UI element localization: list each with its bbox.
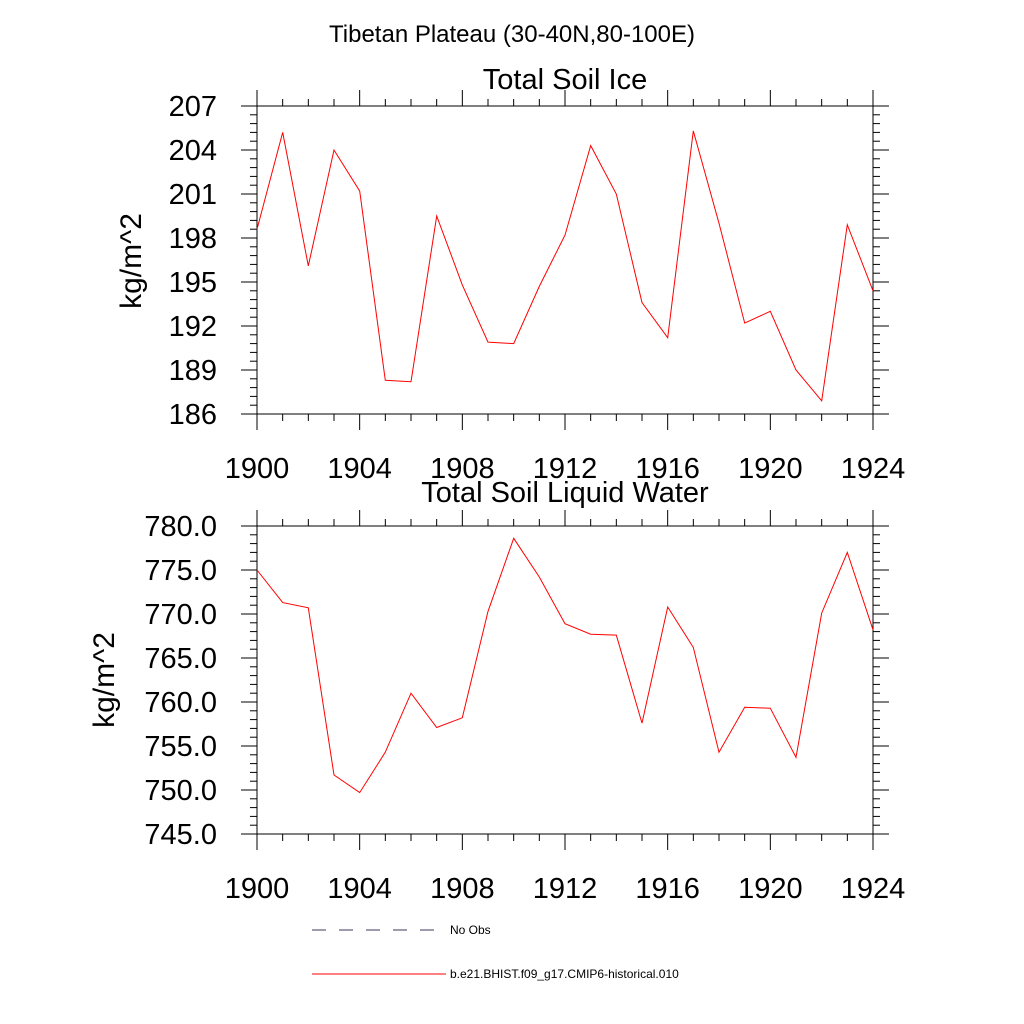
- plot-frame: [256, 525, 874, 835]
- x-tick-label: 1916: [635, 873, 700, 905]
- x-tick-label: 1908: [430, 873, 495, 905]
- y-tick-label: 755.0: [144, 731, 217, 763]
- x-tick-label: 1920: [738, 453, 803, 485]
- x-tick-label: 1924: [841, 873, 906, 905]
- y-tick-label: 775.0: [144, 555, 217, 587]
- y-axis-label: kg/m^2: [115, 213, 148, 309]
- x-tick-label: 1908: [430, 453, 495, 485]
- y-tick-label: 770.0: [144, 599, 217, 631]
- y-axis-label: kg/m^2: [88, 632, 121, 728]
- series-line: [256, 130, 874, 402]
- plot-frame: [256, 105, 874, 415]
- x-tick-label: 1924: [841, 453, 906, 485]
- x-tick-label: 1912: [533, 453, 598, 485]
- y-tick-label: 780.0: [144, 511, 217, 543]
- y-tick-label: 204: [169, 135, 217, 167]
- y-tick-label: 750.0: [144, 775, 217, 807]
- x-tick-label: 1900: [225, 453, 290, 485]
- y-tick-label: 760.0: [144, 687, 217, 719]
- y-tick-label: 745.0: [144, 819, 217, 851]
- y-tick-label: 198: [169, 223, 217, 255]
- x-tick-label: 1912: [533, 873, 598, 905]
- y-tick-label: 186: [169, 399, 217, 431]
- y-tick-label: 195: [169, 267, 217, 299]
- y-tick-label: 765.0: [144, 643, 217, 675]
- y-tick-label: 189: [169, 355, 217, 387]
- x-tick-label: 1900: [225, 873, 290, 905]
- legend: No Obs b.e21.BHIST.f09_g17.CMIP6-histori…: [312, 923, 679, 981]
- y-tick-label: 201: [169, 179, 217, 211]
- chart-panel-soil-ice: Total Soil Ice kg/m^2 1900 1904 1908 1912 19…: [115, 64, 905, 485]
- x-tick-label: 1916: [635, 453, 700, 485]
- series-line: [256, 537, 874, 794]
- chart-title: Total Soil Liquid Water: [421, 477, 709, 509]
- legend-label-model: b.e21.BHIST.f09_g17.CMIP6-historical.010: [450, 967, 679, 981]
- chart-panel-soil-liquid-water: Total Soil Liquid Water kg/m^2 1900 1904 1…: [88, 477, 905, 905]
- x-tick-label: 1904: [327, 453, 392, 485]
- plot-area: 1900 1904 1908 1912 1916 1920 1924 186 189 192 195…: [169, 90, 906, 485]
- y-tick-label: 192: [169, 311, 217, 343]
- legend-label-no-obs: No Obs: [450, 923, 491, 937]
- y-tick-label: 207: [169, 91, 217, 123]
- plot-area: 1900 1904 1908 1912 1916 1920 1924 745.0 750.0 75…: [144, 510, 905, 905]
- x-tick-label: 1920: [738, 873, 803, 905]
- figure-title: Tibetan Plateau (30-40N,80-100E): [329, 21, 695, 48]
- x-tick-label: 1904: [327, 873, 392, 905]
